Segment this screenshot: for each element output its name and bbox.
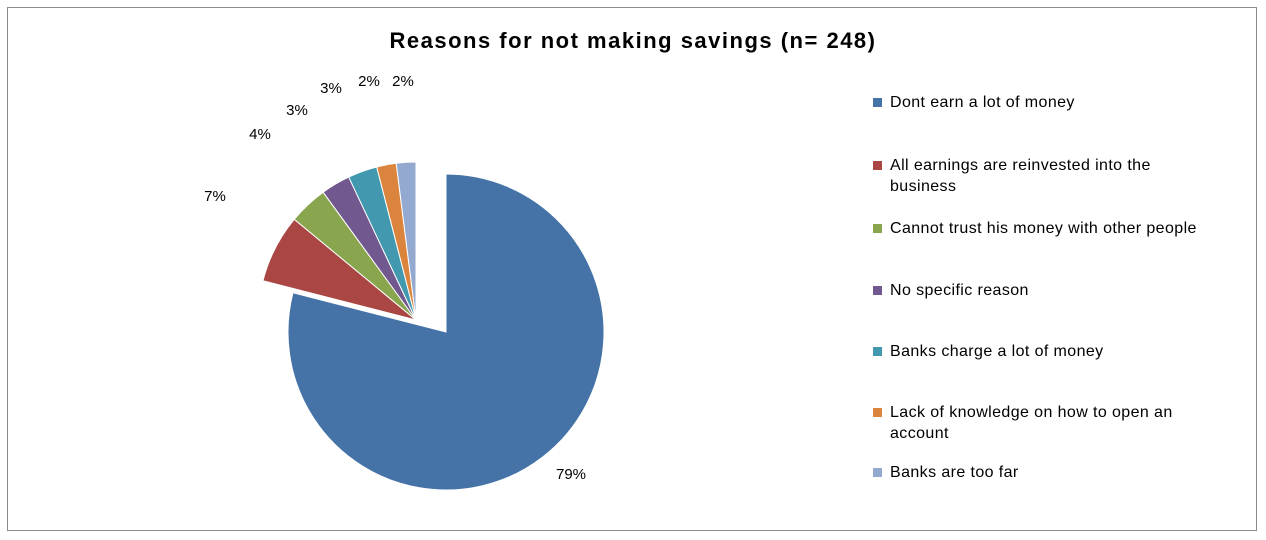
data-label: 4% [249,126,271,143]
chart-area [7,7,1257,531]
legend-label: No specific reason [890,282,1029,299]
legend-item: Dont earn a lot of money [873,92,1213,113]
legend-label: Dont earn a lot of money [890,94,1075,111]
legend-label: Lack of knowledge on how to open an acco… [890,404,1173,442]
legend-label: Banks are too far [890,464,1019,481]
legend-swatch [873,98,882,107]
legend-item: All earnings are reinvested into the bus… [873,155,1213,197]
legend-item: Banks charge a lot of money [873,341,1213,362]
legend-swatch [873,408,882,417]
legend-swatch [873,224,882,233]
data-label: 7% [204,188,226,205]
data-label: 2% [358,73,380,90]
pie-slice [395,161,417,321]
legend-label: Cannot trust his money with other people [890,220,1197,237]
pie-slice [287,173,605,491]
data-label: 3% [320,80,342,97]
legend-swatch [873,468,882,477]
data-label: 2% [392,73,414,90]
legend-swatch [873,347,882,356]
legend-swatch [873,286,882,295]
legend-item: Banks are too far [873,462,1213,483]
legend-item: Cannot trust his money with other people [873,218,1213,239]
legend-swatch [873,161,882,170]
legend-item: Lack of knowledge on how to open an acco… [873,402,1213,444]
data-label: 79% [556,466,586,483]
data-label: 3% [286,102,308,119]
legend-item: No specific reason [873,280,1213,301]
chart-title: Reasons for not making savings (n= 248) [389,28,877,53]
legend-label: Banks charge a lot of money [890,343,1104,360]
legend-label: All earnings are reinvested into the bus… [890,157,1151,195]
